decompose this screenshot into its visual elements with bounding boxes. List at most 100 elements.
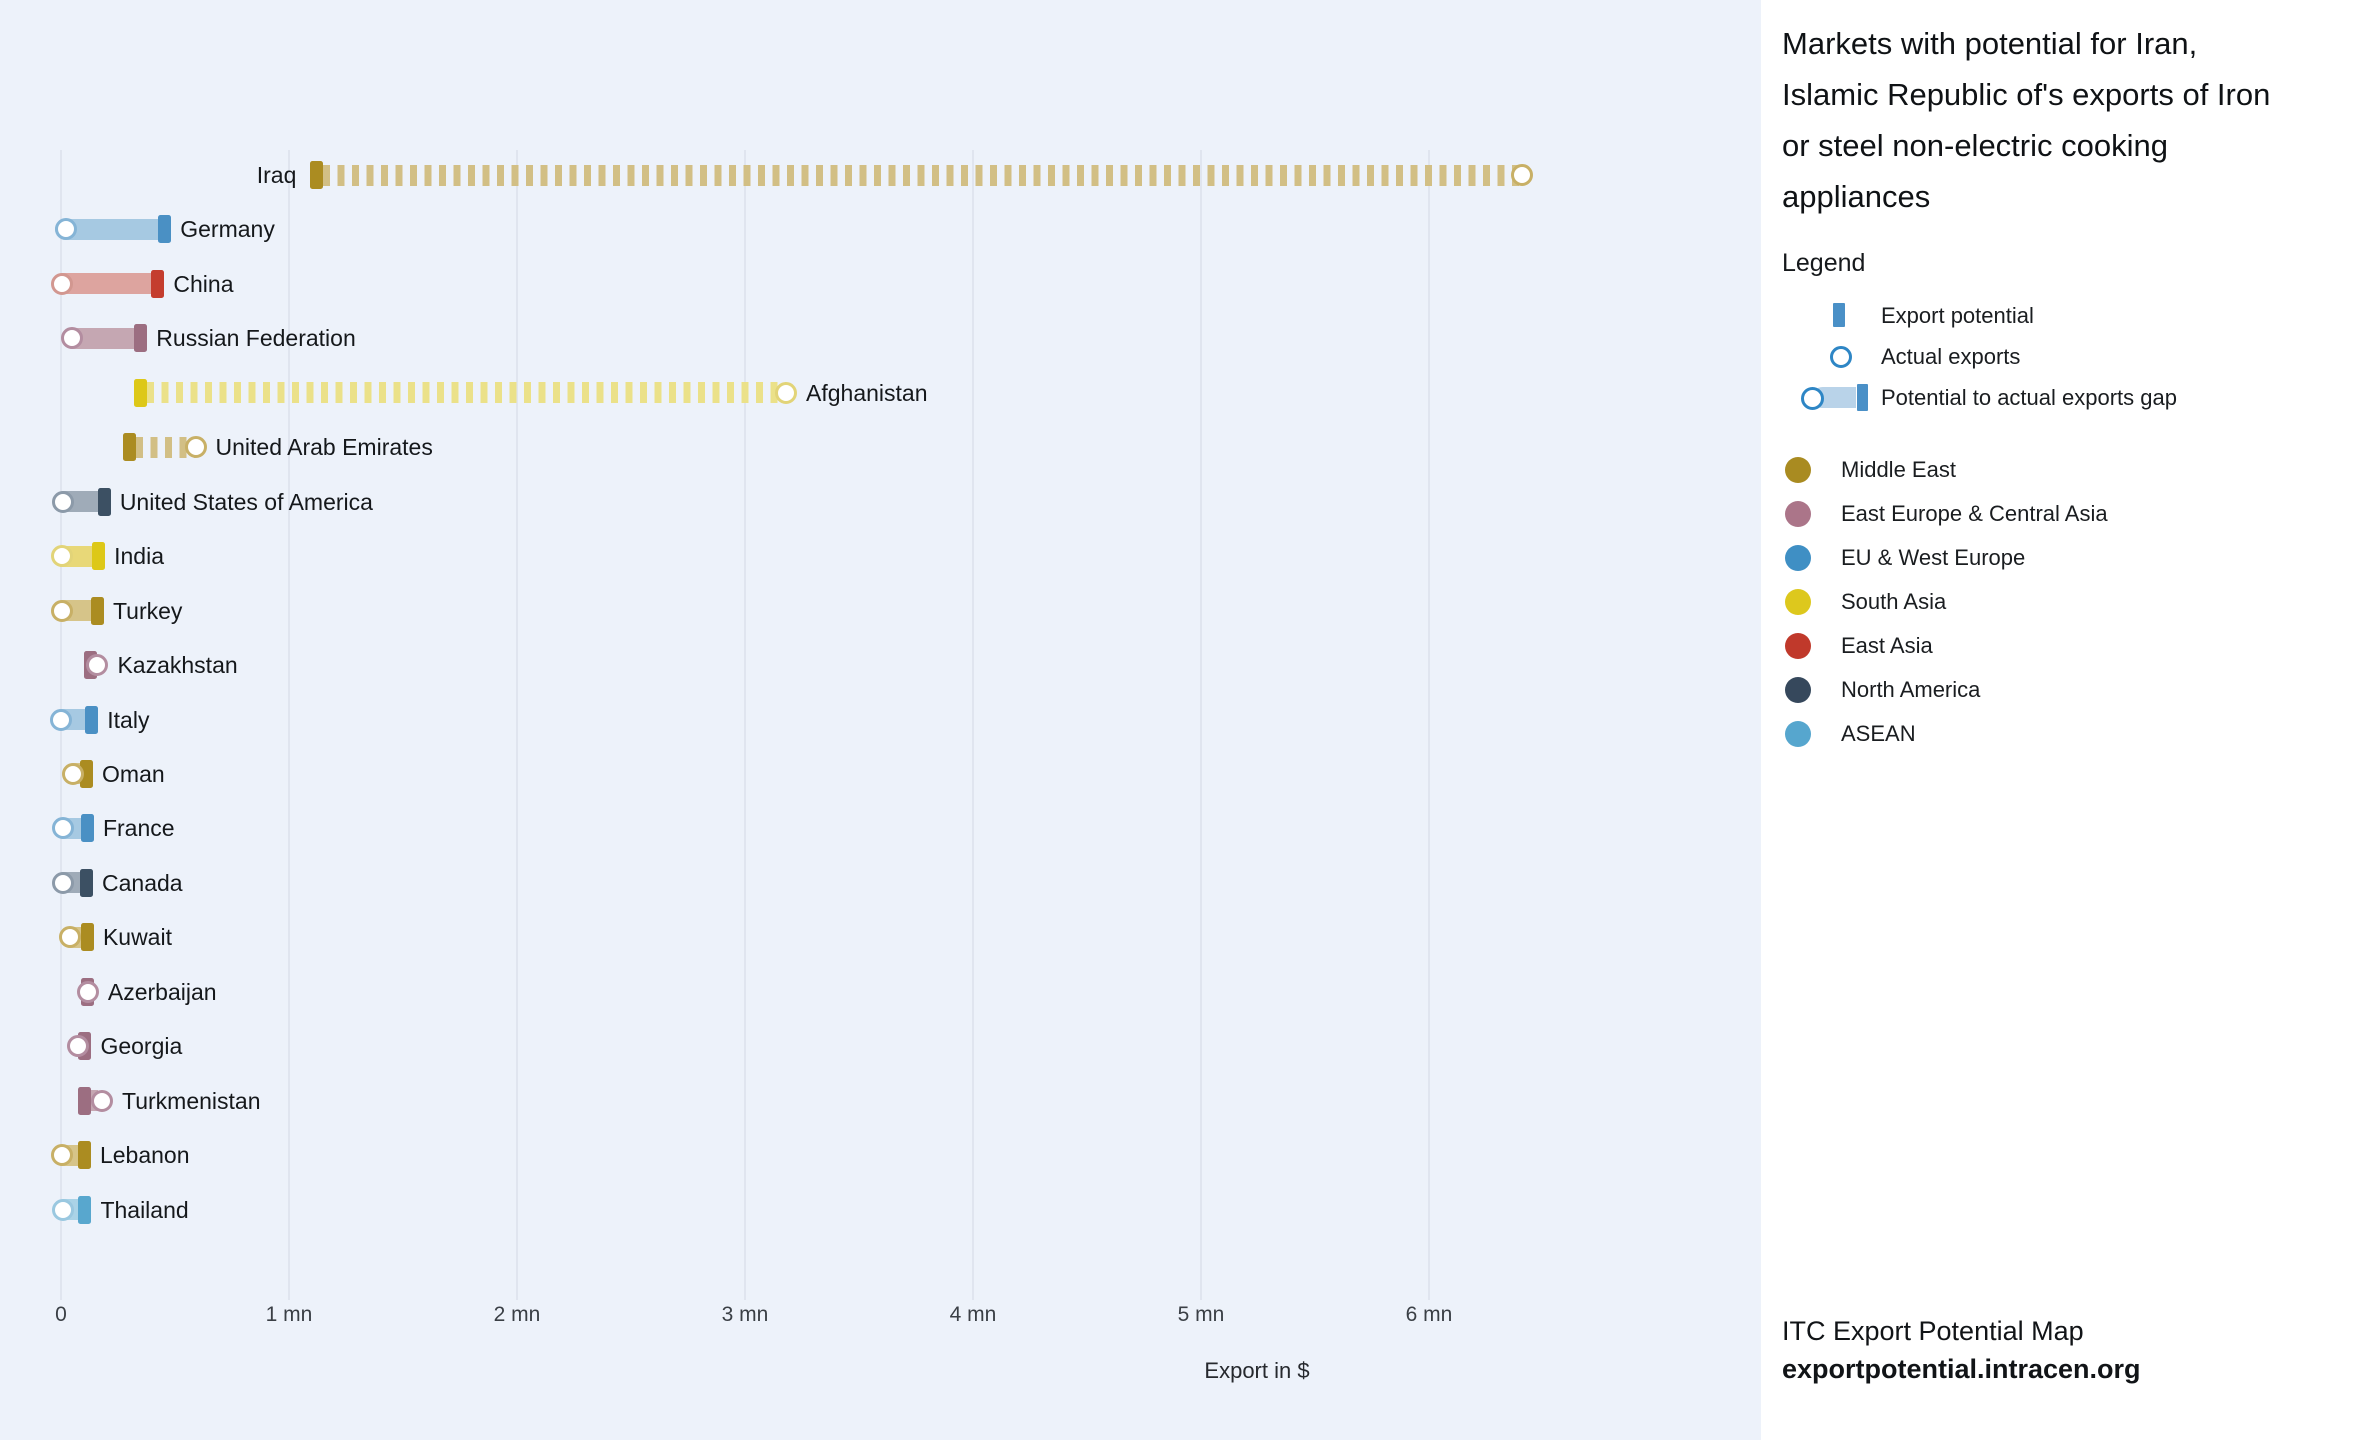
export-potential-bar[interactable] — [90, 596, 104, 625]
actual-exports-circle[interactable] — [52, 490, 75, 513]
region-color-dot-icon — [1785, 589, 1811, 615]
actual-exports-circle[interactable] — [50, 708, 72, 731]
export-potential-bar[interactable] — [80, 868, 94, 897]
country-label: Kazakhstan — [117, 652, 238, 679]
country-label: Georgia — [100, 1033, 183, 1060]
actual-exports-circle[interactable] — [62, 762, 85, 785]
actual-exports-circle[interactable] — [52, 1198, 75, 1221]
gridline — [1200, 150, 1202, 1300]
legend-item-actual-exports: Actual exports — [1782, 336, 2340, 377]
page-title: Markets with potential for Iran, Islamic… — [1782, 26, 2271, 214]
region-label: ASEAN — [1841, 721, 1916, 746]
legend-list: Export potential Actual exports Potential … — [1782, 295, 2340, 418]
actual-exports-circle[interactable] — [51, 599, 74, 622]
export-potential-bar[interactable] — [92, 542, 106, 571]
x-axis-title: Export in $ — [1204, 1358, 1310, 1383]
info-panel: Markets with potential for Iran, Islamic… — [1761, 0, 2360, 1440]
country-label: France — [102, 815, 175, 842]
export-potential-bar[interactable] — [309, 161, 323, 189]
export-potential-bar[interactable] — [134, 324, 148, 353]
actual-exports-circle[interactable] — [51, 272, 74, 295]
gridline — [1428, 150, 1430, 1300]
region-item-north_america: North America — [1782, 668, 2340, 712]
actual-exports-circle[interactable] — [52, 817, 75, 840]
actual-exports-circle[interactable] — [76, 980, 99, 1003]
region-item-eu_west_europe: EU & West Europe — [1782, 536, 2340, 580]
region-label: South Asia — [1841, 589, 1947, 614]
actual-exports-circle[interactable] — [91, 1089, 114, 1112]
export-potential-bar[interactable] — [80, 923, 94, 952]
export-potential-bar[interactable] — [78, 1195, 92, 1224]
region-label: North America — [1841, 677, 1981, 702]
region-item-east_europe_central_asia: East Europe & Central Asia — [1782, 492, 2340, 536]
gap-icon — [1782, 377, 1881, 418]
export-potential-bar[interactable] — [97, 487, 111, 516]
actual-exports-circle[interactable] — [51, 1144, 74, 1167]
actual-exports-circle[interactable] — [51, 545, 74, 568]
export-potential-swatch-icon — [1833, 303, 1845, 327]
actual-exports-circle[interactable] — [52, 871, 75, 894]
region-item-east_asia: East Asia — [1782, 624, 2340, 668]
export-potential-bar[interactable] — [151, 269, 165, 298]
region-item-asean: ASEAN — [1782, 712, 2340, 756]
footer-site-link[interactable]: exportpotential.intracen.org — [1782, 1354, 2141, 1384]
export-potential-icon — [1782, 295, 1881, 336]
export-potential-bar[interactable] — [122, 433, 136, 462]
x-tick-label: 6 mn — [1405, 1303, 1453, 1326]
region-item-middle_east: Middle East — [1782, 448, 2340, 492]
region-label: EU & West Europe — [1841, 545, 2026, 570]
export-potential-bar[interactable] — [80, 814, 94, 843]
x-tick-label: 1 mn — [265, 1303, 313, 1326]
export-potential-bar[interactable] — [80, 759, 94, 788]
export-potential-bar[interactable] — [77, 1141, 91, 1170]
region-color-dot-icon — [1785, 501, 1811, 527]
export-potential-bar[interactable] — [78, 1086, 92, 1115]
gridline — [972, 150, 974, 1300]
country-label: Iraq — [256, 162, 297, 188]
country-label: United States of America — [119, 488, 373, 515]
country-label: Turkmenistan — [122, 1087, 261, 1114]
legend-title: Legend — [1782, 249, 1866, 277]
region-color-dot-icon — [1785, 721, 1811, 747]
export-potential-bar[interactable] — [134, 378, 148, 407]
region-item-south_asia: South Asia — [1782, 580, 2340, 624]
footer: ITC Export Potential Map exportpotential… — [1782, 1312, 2141, 1388]
region-color-dot-icon — [1785, 677, 1811, 703]
actual-exports-circle[interactable] — [86, 654, 109, 677]
actual-exports-circle-icon — [1830, 345, 1852, 368]
region-color-dot-icon — [1785, 457, 1811, 483]
region-color-dot-icon — [1785, 545, 1811, 571]
actual-exports-icon — [1782, 336, 1881, 377]
actual-exports-circle[interactable] — [1511, 164, 1534, 186]
region-color-dot-icon — [1785, 633, 1811, 659]
gap-bar-striped[interactable] — [147, 382, 787, 404]
export-potential-bar[interactable] — [85, 705, 99, 734]
actual-exports-circle[interactable] — [184, 436, 207, 459]
actual-exports-circle[interactable] — [61, 327, 84, 350]
gap-bar[interactable] — [55, 218, 159, 240]
country-label: Thailand — [100, 1196, 189, 1223]
actual-exports-circle[interactable] — [59, 926, 82, 949]
actual-exports-circle[interactable] — [67, 1035, 90, 1058]
region-label: East Asia — [1841, 633, 1933, 658]
gap-bar[interactable] — [51, 273, 152, 295]
country-label: China — [173, 270, 234, 297]
legend-item-gap: Potential to actual exports gap — [1782, 377, 2340, 418]
chart-area: Iraq Germany China Russian Federation Afghan… — [50, 150, 1534, 1383]
country-label: United Arab Emirates — [215, 434, 433, 461]
actual-exports-circle[interactable] — [775, 381, 798, 404]
gap-bar-striped[interactable] — [135, 436, 196, 458]
region-legend-list: Middle East East Europe & Central Asia EU … — [1782, 448, 2340, 756]
export-potential-bar[interactable] — [158, 215, 172, 244]
x-tick-label: 2 mn — [493, 1303, 541, 1326]
country-label: Kuwait — [102, 924, 172, 951]
country-label: India — [114, 543, 164, 570]
gridline — [288, 150, 290, 1300]
country-label: Germany — [180, 216, 275, 243]
region-label: Middle East — [1841, 457, 1956, 482]
gap-bar-striped[interactable] — [322, 164, 1523, 186]
gridline — [516, 150, 518, 1300]
actual-exports-circle[interactable] — [54, 218, 77, 241]
legend-item-label: Export potential — [1881, 302, 2034, 328]
country-label: Italy — [107, 706, 150, 733]
